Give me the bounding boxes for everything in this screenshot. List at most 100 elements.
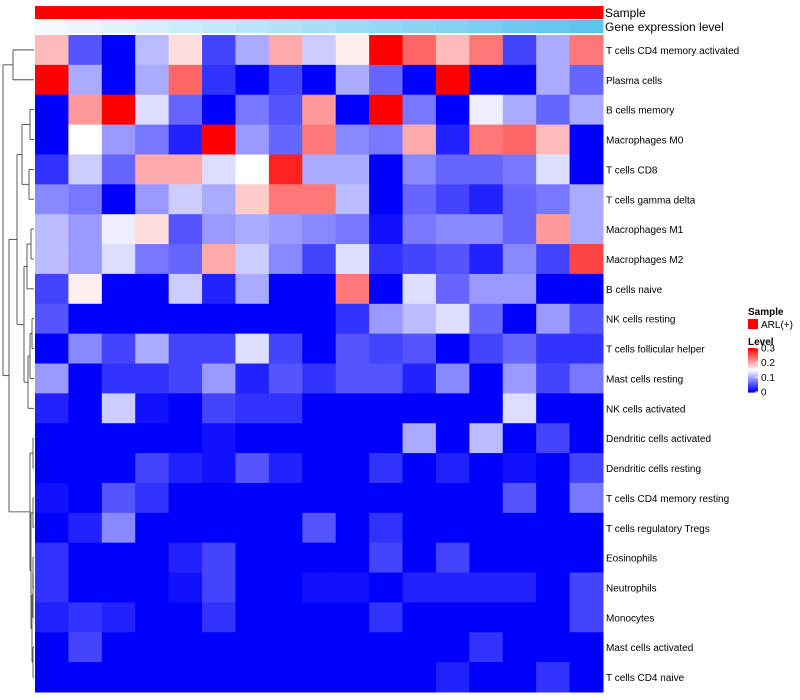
heatmap-cell bbox=[101, 124, 136, 155]
sample-annotation-cell bbox=[235, 6, 270, 19]
heatmap-cell bbox=[435, 393, 470, 424]
legend-level-gradient bbox=[748, 348, 758, 393]
heatmap-cell bbox=[35, 273, 69, 305]
heatmap-cell bbox=[469, 393, 504, 424]
heatmap-cell bbox=[268, 482, 303, 514]
heatmap-cell bbox=[569, 453, 604, 484]
heatmap-cell bbox=[469, 273, 504, 305]
heatmap-cell bbox=[435, 363, 470, 394]
legend-gradient-step bbox=[748, 362, 758, 364]
expression-annotation-bar bbox=[35, 20, 604, 33]
heatmap-cell bbox=[268, 244, 303, 275]
legend-gradient-step bbox=[748, 356, 758, 358]
heatmap-cell bbox=[235, 423, 270, 454]
heatmap-cell bbox=[536, 512, 571, 544]
heatmap-cell bbox=[569, 64, 604, 96]
legend-gradient-step bbox=[748, 384, 758, 386]
row-label: Dendritic cells activated bbox=[606, 434, 711, 445]
heatmap-cell bbox=[469, 64, 504, 96]
heatmap-cell bbox=[402, 124, 437, 155]
heatmap-cells bbox=[35, 35, 604, 693]
heatmap-cell bbox=[35, 423, 69, 454]
sample-annotation-cell bbox=[35, 6, 69, 19]
legend-gradient-step bbox=[748, 357, 758, 359]
heatmap-cell bbox=[202, 184, 236, 215]
heatmap-cell bbox=[502, 423, 537, 454]
heatmap-cell bbox=[335, 303, 370, 335]
heatmap-cell bbox=[68, 482, 103, 514]
heatmap-cell bbox=[202, 453, 236, 484]
heatmap-cell bbox=[202, 542, 236, 574]
row-label: T cells CD4 naive bbox=[606, 673, 685, 684]
heatmap-cell bbox=[536, 154, 571, 185]
heatmap-cell bbox=[402, 512, 437, 544]
heatmap-cell bbox=[402, 393, 437, 424]
heatmap-cell bbox=[135, 273, 170, 305]
heatmap-cell bbox=[469, 214, 504, 245]
heatmap-cell bbox=[402, 542, 437, 574]
heatmap-cell bbox=[302, 303, 337, 335]
legend-gradient-step bbox=[748, 367, 758, 369]
legend-gradient-step bbox=[748, 377, 758, 379]
heatmap-cell bbox=[569, 482, 604, 514]
heatmap-cell bbox=[68, 64, 103, 96]
heatmap-cell bbox=[369, 453, 404, 484]
expression-annotation-cell bbox=[235, 20, 270, 33]
heatmap-cell bbox=[302, 632, 337, 663]
heatmap-cell bbox=[569, 512, 604, 544]
heatmap-cell bbox=[302, 333, 337, 364]
heatmap-cell bbox=[369, 363, 404, 394]
heatmap-cell bbox=[536, 35, 571, 66]
legend-gradient-step bbox=[748, 382, 758, 384]
heatmap-cell bbox=[469, 632, 504, 663]
heatmap-cell bbox=[302, 184, 337, 215]
sample-annotation-cell bbox=[68, 6, 103, 19]
heatmap-cell bbox=[435, 154, 470, 185]
heatmap-cell bbox=[536, 632, 571, 663]
heatmap-cell bbox=[335, 244, 370, 275]
sample-annotation-cell bbox=[502, 6, 537, 19]
heatmap-cell bbox=[402, 482, 437, 514]
heatmap-cell bbox=[569, 363, 604, 394]
heatmap-cell bbox=[536, 333, 571, 364]
legend-gradient-step bbox=[748, 383, 758, 385]
expression-annotation-cell bbox=[168, 20, 203, 33]
heatmap-cell bbox=[302, 393, 337, 424]
heatmap-cell bbox=[202, 64, 236, 96]
heatmap-cell bbox=[68, 542, 103, 574]
heatmap-cell bbox=[168, 453, 203, 484]
legend-sample-swatch bbox=[748, 319, 758, 329]
heatmap-cell bbox=[235, 64, 270, 96]
heatmap-cell bbox=[268, 333, 303, 364]
row-labels: T cells CD4 memory activated Plasma cells… bbox=[606, 46, 739, 684]
heatmap-cell bbox=[68, 124, 103, 155]
heatmap-cell bbox=[536, 662, 571, 693]
heatmap-cell bbox=[101, 363, 136, 394]
heatmap-cell bbox=[235, 453, 270, 484]
heatmap-cell bbox=[536, 303, 571, 335]
heatmap-cell bbox=[235, 94, 270, 126]
heatmap-cell bbox=[135, 35, 170, 66]
heatmap-cell bbox=[35, 35, 69, 66]
heatmap-cell bbox=[202, 333, 236, 364]
heatmap-cell bbox=[502, 632, 537, 663]
heatmap-cell bbox=[369, 35, 404, 66]
heatmap-cell bbox=[369, 184, 404, 215]
row-label: Eosinophils bbox=[606, 554, 657, 565]
heatmap-cell bbox=[302, 273, 337, 305]
heatmap-cell bbox=[569, 124, 604, 155]
heatmap-cell bbox=[536, 273, 571, 305]
heatmap-cell bbox=[135, 333, 170, 364]
legend-gradient-step bbox=[748, 388, 758, 390]
heatmap-cell bbox=[569, 273, 604, 305]
row-label: Mast cells resting bbox=[606, 374, 683, 385]
heatmap-cell bbox=[502, 214, 537, 245]
legend-gradient-step bbox=[748, 380, 758, 382]
heatmap-cell bbox=[402, 453, 437, 484]
heatmap-cell bbox=[268, 423, 303, 454]
legend-gradient-step bbox=[748, 386, 758, 388]
heatmap-cell bbox=[435, 602, 470, 633]
heatmap-cell bbox=[135, 662, 170, 693]
heatmap-cell bbox=[268, 632, 303, 663]
heatmap-cell bbox=[536, 572, 571, 603]
